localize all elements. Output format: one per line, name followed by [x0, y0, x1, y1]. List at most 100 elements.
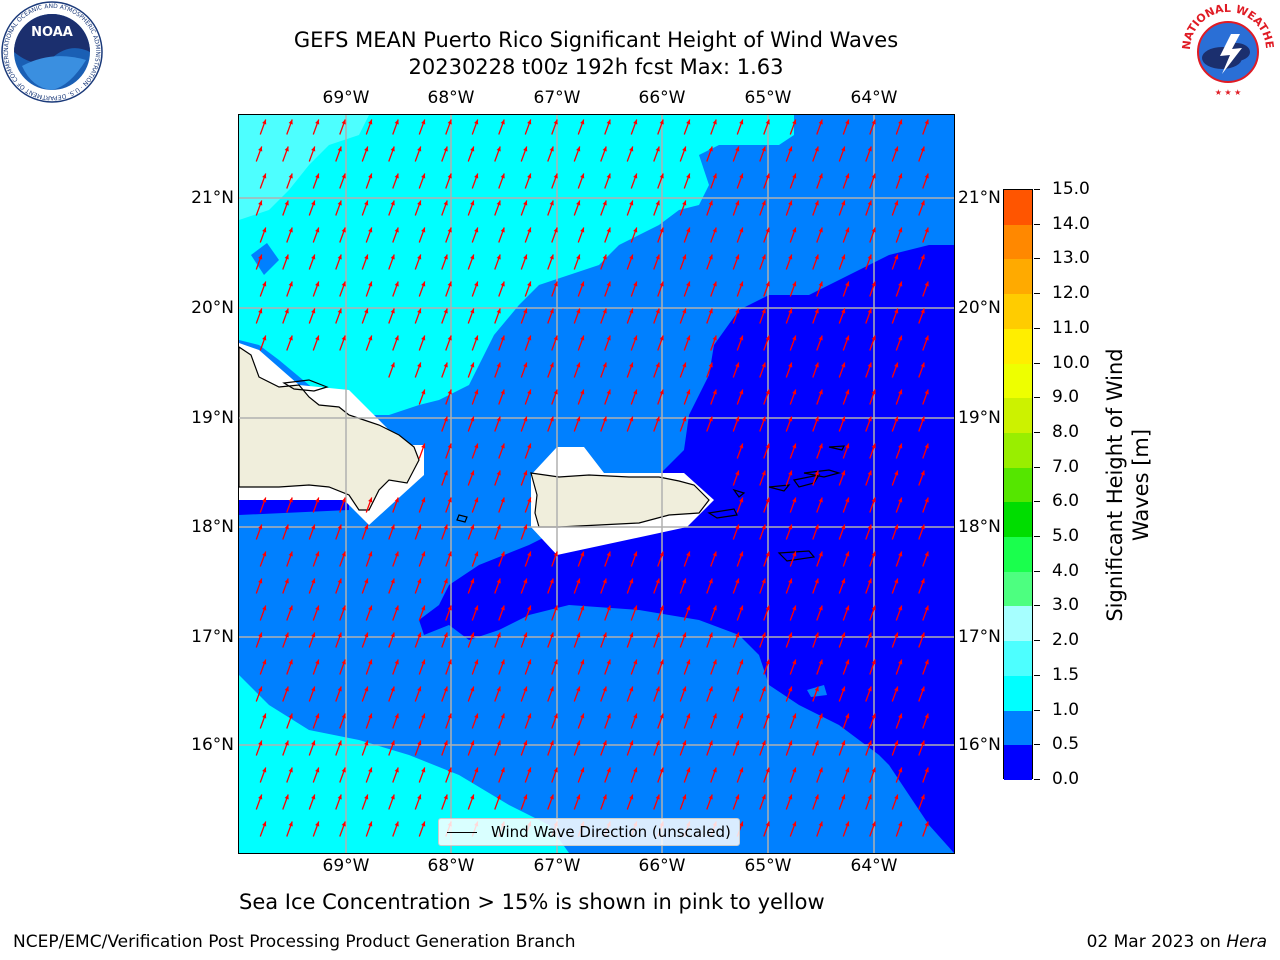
wave-direction-arrowhead [576, 632, 581, 638]
wave-direction-arrowhead [262, 713, 267, 719]
wave-direction-arrowhead [898, 227, 903, 233]
wave-direction-arrowhead [606, 173, 611, 179]
wave-direction-arrowhead [288, 227, 293, 233]
wave-direction-arrowhead [284, 686, 289, 692]
wave-direction-arrowhead [553, 227, 558, 233]
wave-direction-arrowhead [735, 146, 740, 152]
wave-direction-arrowhead [686, 551, 691, 557]
wave-direction-arrowhead [337, 794, 342, 800]
wave-direction-arrowhead [258, 686, 263, 692]
wave-direction-arrowhead [682, 794, 687, 800]
colorbar-tick-label: 7.0 [1052, 456, 1080, 477]
wave-direction-arrowhead [920, 146, 925, 152]
wave-direction-arrowhead [394, 767, 399, 773]
wave-direction-arrowhead [364, 254, 369, 260]
wave-direction-arrowhead [765, 281, 770, 287]
wave-direction-arrowhead [602, 146, 607, 152]
wave-direction-arrowhead [443, 146, 448, 152]
wave-direction-arrowhead [898, 335, 903, 341]
wave-direction-arrowhead [496, 686, 501, 692]
wave-direction-arrowhead [898, 659, 903, 665]
wave-direction-arrowhead [765, 497, 770, 503]
wave-direction-arrowhead [443, 470, 448, 476]
wave-direction-arrowhead [341, 335, 346, 341]
wave-direction-arrowhead [262, 119, 267, 125]
colorbar-tick-mark [1034, 189, 1040, 190]
wave-direction-arrowhead [496, 632, 501, 638]
wave-direction-arrowhead [368, 713, 373, 719]
wave-direction-arrowhead [474, 551, 479, 557]
colorbar-tick-label: 6.0 [1052, 491, 1080, 512]
wave-direction-arrowhead [735, 200, 740, 206]
wave-direction-arrowhead [311, 308, 316, 314]
wave-direction-arrowhead [368, 227, 373, 233]
wave-direction-arrowhead [924, 335, 929, 341]
wave-direction-arrowhead [417, 200, 422, 206]
wave-direction-arrowhead [845, 713, 850, 719]
wave-direction-arrowhead [606, 713, 611, 719]
wave-direction-arrowhead [841, 254, 846, 260]
wave-direction-arrowhead [708, 686, 713, 692]
wave-direction-arrowhead [659, 119, 664, 125]
wave-direction-arrowhead [920, 416, 925, 422]
wave-direction-arrowhead [606, 605, 611, 611]
wave-direction-arrowhead [765, 443, 770, 449]
wave-direction-arrowhead [315, 173, 320, 179]
colorbar-title-line1: Significant Height of Wind [1103, 348, 1127, 622]
wave-direction-arrowhead [311, 740, 316, 746]
wave-direction-arrowhead [761, 524, 766, 530]
wave-direction-arrowhead [523, 740, 528, 746]
wave-direction-arrowhead [258, 146, 263, 152]
wave-direction-arrowhead [739, 119, 744, 125]
wave-direction-arrowhead [735, 686, 740, 692]
wave-direction-arrowhead [390, 524, 395, 530]
wave-direction-arrowhead [788, 740, 793, 746]
wave-direction-arrowhead [364, 308, 369, 314]
wave-direction-arrowhead [788, 146, 793, 152]
wave-direction-arrowhead [739, 227, 744, 233]
wave-direction-arrowhead [924, 713, 929, 719]
wave-direction-arrowhead [315, 497, 320, 503]
lat-label-right-19n: 19°N [958, 408, 1001, 428]
wave-direction-arrowhead [682, 254, 687, 260]
wave-direction-arrowhead [629, 686, 634, 692]
wave-direction-arrowhead [712, 389, 717, 395]
wave-direction-arrowhead [576, 200, 581, 206]
wave-direction-arrowhead [606, 659, 611, 665]
wave-direction-arrowhead [496, 416, 501, 422]
wave-direction-arrowhead [421, 173, 426, 179]
wave-direction-arrowhead [523, 200, 528, 206]
wave-direction-arrowhead [845, 173, 850, 179]
wave-direction-arrowhead [390, 578, 395, 584]
wave-direction-arrowhead [553, 767, 558, 773]
wave-direction-arrowhead [447, 227, 452, 233]
wave-direction-arrowhead [390, 740, 395, 746]
wave-direction-arrowhead [682, 740, 687, 746]
wave-direction-arrowhead [655, 686, 660, 692]
colorbar-tick-label: 14.0 [1052, 213, 1090, 234]
wave-direction-arrowhead [553, 119, 558, 125]
wave-direction-arrowhead [288, 119, 293, 125]
wave-direction-arrowhead [553, 389, 558, 395]
wave-direction-arrowhead [841, 146, 846, 152]
wave-direction-arrowhead [368, 497, 373, 503]
wave-direction-arrowhead [818, 713, 823, 719]
wave-direction-arrowhead [898, 389, 903, 395]
land-puerto-rico [530, 472, 710, 528]
wave-direction-arrowhead [712, 173, 717, 179]
wave-direction-arrowhead [341, 173, 346, 179]
wave-direction-arrowhead [924, 389, 929, 395]
wave-direction-arrowhead [867, 524, 872, 530]
colorbar-segment [1004, 259, 1032, 295]
lon-label-top-65w: 65°W [744, 88, 792, 108]
wave-direction-arrowhead [898, 443, 903, 449]
wave-direction-arrowhead [443, 416, 448, 422]
wave-direction-arrowhead [629, 362, 634, 368]
wave-direction-arrowhead [629, 794, 634, 800]
wave-direction-arrowhead [814, 308, 819, 314]
wave-direction-arrowhead [633, 713, 638, 719]
wave-direction-arrowhead [659, 227, 664, 233]
colorbar-tick-mark [1034, 466, 1040, 468]
wave-direction-arrowhead [258, 524, 263, 530]
wave-direction-arrowhead [576, 686, 581, 692]
